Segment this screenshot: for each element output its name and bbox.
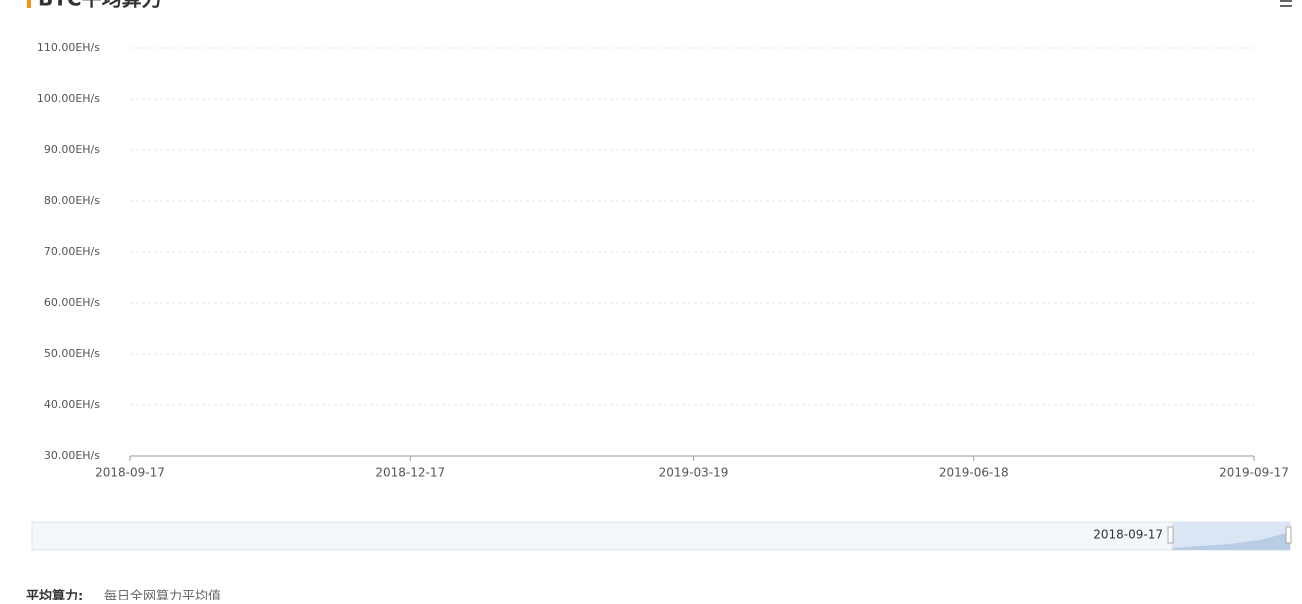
x-tick-label: 2019-09-17: [1219, 466, 1289, 480]
y-tick-label: 30.00EH/s: [44, 449, 100, 462]
data-zoom[interactable]: [31, 521, 1291, 551]
y-tick-label: 80.00EH/s: [44, 194, 100, 207]
y-tick-label: 50.00EH/s: [44, 347, 100, 360]
footer-description: 每日全网算力平均值: [104, 589, 221, 601]
y-tick-label: 40.00EH/s: [44, 398, 100, 411]
title-accent: [27, 0, 31, 8]
y-tick-label: 90.00EH/s: [44, 143, 100, 156]
zoom-handle[interactable]: [1167, 526, 1174, 544]
x-tick-label: 2018-12-17: [375, 466, 445, 480]
menu-icon[interactable]: [1280, 0, 1292, 7]
y-tick-label: 70.00EH/s: [44, 245, 100, 258]
data-zoom-preview: [1172, 532, 1290, 550]
chart-title: BTC平均算力: [38, 0, 162, 11]
y-tick-label: 100.00EH/s: [37, 92, 100, 105]
footer-term: 平均算力:: [26, 589, 83, 601]
x-tick-label: 2018-09-17: [95, 466, 165, 480]
y-tick-label: 60.00EH/s: [44, 296, 100, 309]
x-tick-label: 2019-06-18: [939, 466, 1009, 480]
x-tick-label: 2019-03-19: [659, 466, 729, 480]
zoom-handle[interactable]: [1285, 526, 1292, 544]
zoom-label: 2018-09-17: [1093, 528, 1163, 542]
y-tick-label: 110.00EH/s: [37, 41, 100, 54]
